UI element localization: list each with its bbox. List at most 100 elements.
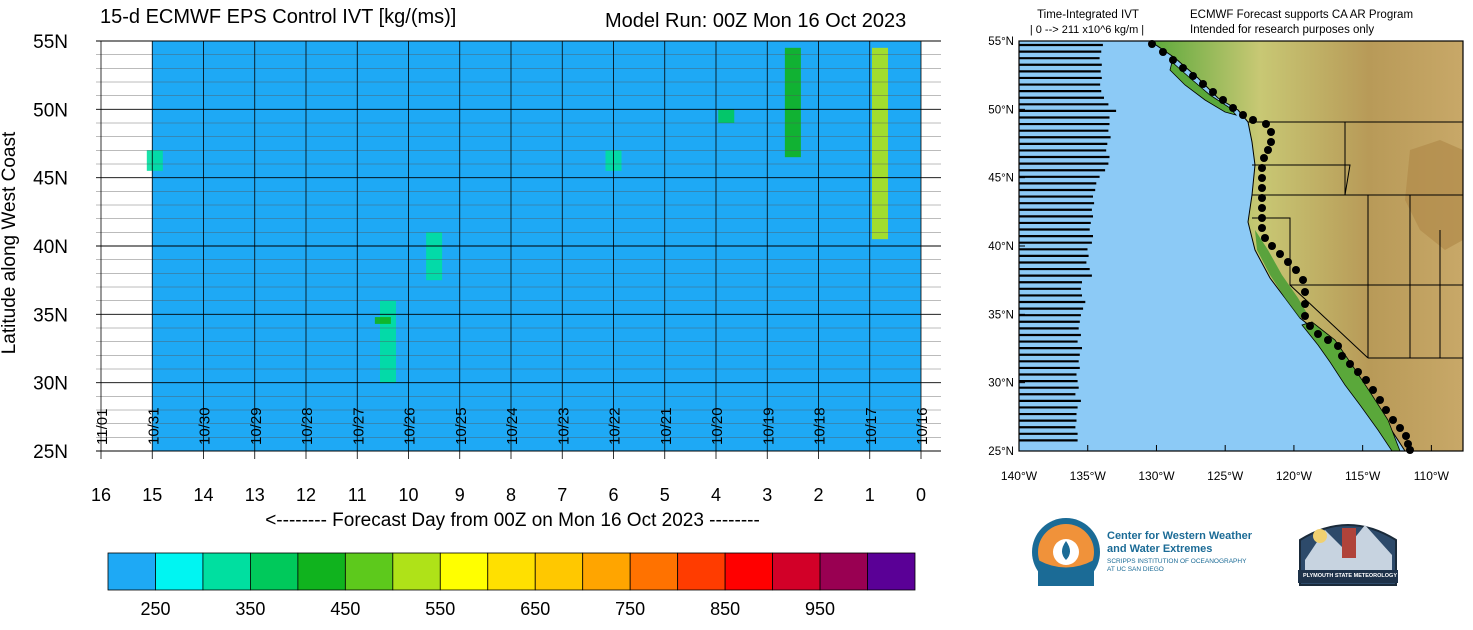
ivt-feature-6 bbox=[718, 109, 735, 123]
central-valley bbox=[1255, 230, 1308, 318]
date-label: 10/30 bbox=[197, 407, 214, 445]
cw3e-name: Center for Western Weather and Water Ext… bbox=[1107, 530, 1252, 556]
x-tick-label: 16 bbox=[91, 485, 111, 505]
map-lon-label: 135°W bbox=[1070, 469, 1107, 483]
map-lon-label: 115°W bbox=[1345, 469, 1381, 483]
transect-dot bbox=[1267, 138, 1275, 146]
transect-dot bbox=[1299, 276, 1307, 284]
transect-dot bbox=[1406, 446, 1414, 454]
colorbar-swatch bbox=[344, 552, 394, 591]
transect-dot bbox=[1324, 336, 1332, 344]
x-tick-label: 13 bbox=[245, 485, 265, 505]
day-gridlines bbox=[100, 41, 922, 459]
y-tick-label: 25N bbox=[33, 442, 68, 463]
date-label: 11/01 bbox=[94, 409, 111, 445]
colorbar-swatch bbox=[202, 552, 251, 591]
transect-dot bbox=[1258, 194, 1266, 202]
cw3e-name-line2: and Water Extremes bbox=[1107, 543, 1213, 555]
map-lat-label: 25°N bbox=[988, 446, 1014, 458]
transect-dot bbox=[1229, 104, 1237, 112]
map-lat-label: 35°N bbox=[988, 309, 1014, 321]
water-drop-icon bbox=[1062, 541, 1070, 560]
colorbar-swatch bbox=[155, 552, 204, 591]
hovmoller-chart: 11/01 10/31 10/30 10/29 10/28 10/27 10/26 10/25… bbox=[33, 32, 941, 505]
latitude-gridlines bbox=[96, 40, 941, 452]
x-tick-label: 14 bbox=[193, 485, 213, 505]
date-label: 10/29 bbox=[248, 407, 265, 445]
transect-dot bbox=[1362, 376, 1370, 384]
date-label: 10/31 bbox=[145, 407, 162, 445]
colorbar-swatch bbox=[534, 552, 584, 591]
transect-dot bbox=[1199, 80, 1207, 88]
map-lat-label: 50°N bbox=[988, 104, 1014, 116]
x-tick-label: 3 bbox=[762, 485, 772, 505]
colorbar-swatch bbox=[250, 552, 299, 591]
transect-dot bbox=[1258, 184, 1266, 192]
date-label: 10/17 bbox=[863, 407, 880, 445]
x-tick-label: 5 bbox=[660, 485, 670, 505]
y-tick-labels: 55N 50N 45N 40N 35N 30N 25N bbox=[33, 32, 68, 463]
cw3e-name-line1: Center for Western Weather bbox=[1107, 530, 1253, 542]
colorbar-swatch bbox=[677, 552, 726, 591]
date-label: 10/22 bbox=[607, 407, 624, 445]
date-label: 10/25 bbox=[453, 407, 470, 445]
colorbar-swatch bbox=[819, 552, 868, 591]
program-note-line2: Intended for research purposes only bbox=[1190, 24, 1375, 36]
cw3e-subtitle: SCRIPPS INSTITUTION OF OCEANOGRAPHY AT U… bbox=[1107, 558, 1246, 574]
transect-dot bbox=[1301, 300, 1309, 308]
x-tick-label: 6 bbox=[608, 485, 618, 505]
colorbar-swatch bbox=[867, 552, 916, 591]
colorbar-swatch bbox=[439, 552, 489, 591]
colorbar bbox=[107, 552, 916, 591]
model-run-label: Model Run: 00Z Mon 16 Oct 2023 bbox=[605, 10, 907, 32]
cw3e-subtitle-line1: SCRIPPS INSTITUTION OF OCEANOGRAPHY bbox=[1107, 558, 1247, 565]
date-labels: 11/01 10/31 10/30 10/29 10/28 10/27 10/26 10/25… bbox=[94, 407, 931, 445]
transect-dot bbox=[1369, 386, 1377, 394]
y-tick-label: 50N bbox=[33, 100, 68, 121]
transect-dot bbox=[1314, 330, 1322, 338]
plymouth-label: PLYMOUTH STATE METEOROLOGY bbox=[1302, 573, 1397, 579]
transect-dot bbox=[1258, 204, 1266, 212]
transect-dot bbox=[1292, 266, 1300, 274]
ivt-feature-3 bbox=[374, 317, 391, 324]
date-label: 10/23 bbox=[555, 407, 572, 445]
map-lon-label: 140°W bbox=[1001, 469, 1038, 483]
transect-dot bbox=[1402, 432, 1410, 440]
y-axis-title: Latitude along West Coast bbox=[0, 131, 20, 355]
transect-dot bbox=[1261, 234, 1269, 242]
colorbar-swatch bbox=[629, 552, 679, 591]
map-lat-label: 55°N bbox=[988, 36, 1014, 48]
colorbar-swatch bbox=[582, 552, 631, 591]
x-tick-label: 4 bbox=[711, 485, 721, 505]
transect-dot bbox=[1338, 352, 1346, 360]
transect-dot bbox=[1334, 342, 1342, 350]
transect-dot bbox=[1301, 312, 1309, 320]
colorbar-swatch bbox=[772, 552, 821, 591]
colorbar-swatch bbox=[297, 552, 346, 591]
ivt-integrated-title: Time-Integrated IVT bbox=[1037, 9, 1139, 21]
transect-dot bbox=[1396, 424, 1404, 432]
cw3e-logo bbox=[1032, 518, 1100, 586]
sun-icon bbox=[1313, 529, 1327, 543]
transect-dot bbox=[1354, 368, 1362, 376]
x-tick-label: 0 bbox=[916, 485, 926, 505]
transect-dot bbox=[1258, 224, 1266, 232]
date-label: 10/26 bbox=[402, 407, 419, 445]
date-label: 10/20 bbox=[709, 407, 726, 445]
date-label: 10/21 bbox=[658, 407, 675, 445]
x-tick-labels: 16 15 14 13 12 11 10 9 8 7 6 5 4 3 2 1 0 bbox=[91, 485, 926, 505]
y-tick-label: 30N bbox=[33, 374, 68, 395]
x-tick-label: 15 bbox=[142, 485, 162, 505]
colorbar-swatch bbox=[487, 552, 536, 591]
transect-dot bbox=[1219, 96, 1227, 104]
colorbar-label: 650 bbox=[520, 599, 550, 619]
colorbar-label: 550 bbox=[425, 599, 455, 619]
transect-dot bbox=[1258, 174, 1266, 182]
x-axis-title: <-------- Forecast Day from 00Z on Mon 1… bbox=[265, 510, 760, 531]
y-tick-label: 45N bbox=[33, 169, 68, 190]
colorbar-label: 950 bbox=[805, 599, 835, 619]
map-lat-label: 45°N bbox=[988, 173, 1014, 185]
map-lon-label: 125°W bbox=[1207, 469, 1244, 483]
x-tick-label: 9 bbox=[455, 485, 465, 505]
